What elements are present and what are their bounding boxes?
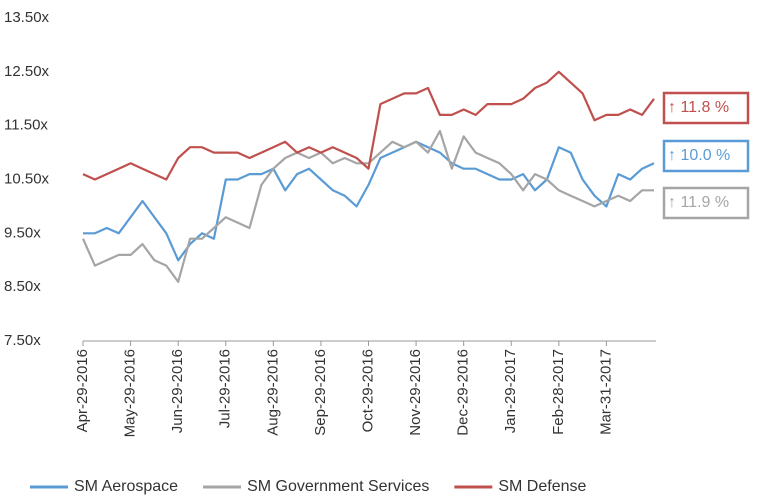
y-tick-label: 9.50x <box>4 224 41 241</box>
x-tick-label: Jan-29-2017 <box>502 349 519 433</box>
x-tick-label: Nov-29-2016 <box>407 349 424 436</box>
annotation-box <box>662 91 750 125</box>
annotation-box <box>662 139 750 173</box>
x-tick-label: May-29-2016 <box>122 349 139 437</box>
series-line <box>83 140 655 262</box>
annotation: ↑ 11.8 % <box>668 99 729 116</box>
legend-label: SM Government Services <box>247 478 429 495</box>
x-tick-label: Feb-28-2017 <box>550 349 567 435</box>
legend-label: SM Aerospace <box>74 478 178 495</box>
y-tick-label: 13.50x <box>4 9 50 26</box>
series-line <box>82 70 655 181</box>
y-tick-label: 10.50x <box>4 170 50 187</box>
y-tick-label: 7.50x <box>4 332 41 349</box>
y-tick-label: 11.50x <box>4 117 48 134</box>
annotation-box <box>662 186 750 220</box>
legend-label: SM Defense <box>498 478 586 495</box>
x-tick-label: Dec-29-2016 <box>455 349 472 436</box>
x-tick-label: Oct-29-2016 <box>359 349 376 432</box>
x-tick-label: Mar-31-2017 <box>597 349 614 435</box>
x-tick-label: Jul-29-2016 <box>217 349 234 428</box>
series-line <box>81 129 654 283</box>
y-tick-label: 12.50x <box>4 63 50 80</box>
annotation: ↑ 11.9 % <box>668 194 729 211</box>
x-tick-label: Jun-29-2016 <box>169 349 186 433</box>
x-tick-label: Sep-29-2016 <box>312 349 329 436</box>
annotation: ↑ 10.0 % <box>668 147 730 164</box>
x-tick-label: Apr-29-2016 <box>74 349 91 432</box>
x-tick-label: Aug-29-2016 <box>264 349 281 436</box>
y-tick-label: 8.50x <box>4 278 41 295</box>
